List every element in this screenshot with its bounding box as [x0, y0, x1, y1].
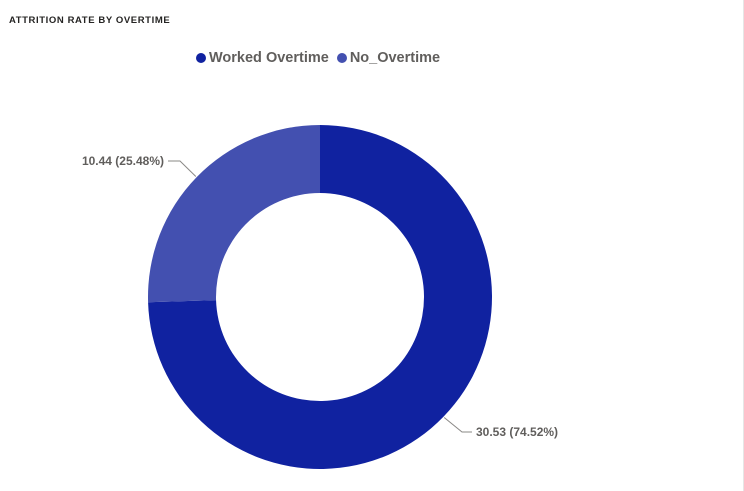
chart-title: ATTRITION RATE BY OVERTIME [9, 15, 171, 26]
slice-worked-overtime[interactable] [148, 125, 492, 469]
legend-label-worked-overtime: Worked Overtime [209, 50, 329, 66]
slice-no-overtime[interactable] [148, 125, 320, 303]
legend-item-worked-overtime[interactable]: Worked Overtime [196, 50, 329, 66]
legend-item-no-overtime[interactable]: No_Overtime [336, 50, 441, 66]
data-label-no-overtime: 10.44 (25.48%) [82, 154, 164, 168]
legend-marker-worked-overtime [196, 53, 206, 63]
data-label-worked-overtime: 30.53 (74.52%) [476, 425, 558, 439]
leader-line-worked-overtime [443, 417, 472, 433]
legend-label-no-overtime: No_Overtime [349, 50, 441, 66]
legend-marker-no-overtime [336, 53, 347, 63]
chart-legend: Worked Overtime No_Overtime [196, 50, 440, 66]
leader-line-no-overtime [168, 160, 197, 177]
